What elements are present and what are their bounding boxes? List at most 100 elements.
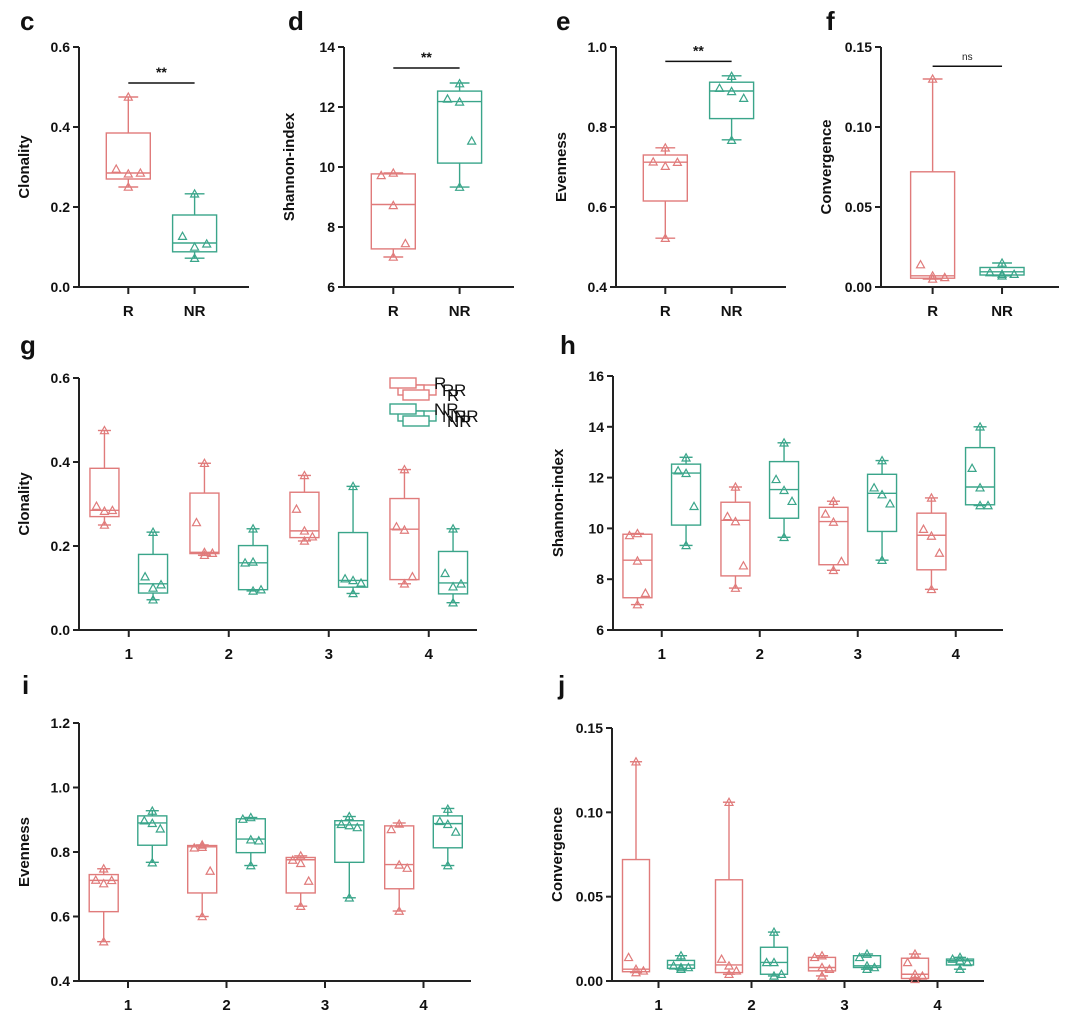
data-point-triangle [148, 594, 159, 604]
box-r-2 [714, 796, 744, 979]
x-tick-label: R [388, 303, 399, 320]
panel-label: e [556, 6, 571, 36]
data-point-triangle [723, 796, 735, 807]
panel-c: 0.0 0.2 0.4 0.6 Clonality R NR ** c [0, 0, 270, 320]
data-point-triangle [348, 481, 359, 491]
box-r-1 [88, 863, 119, 946]
box-nr-2 [235, 812, 267, 870]
data-point-triangle [197, 839, 208, 849]
y-tick-label: 0.4 [588, 279, 608, 295]
box-nr-3 [866, 455, 898, 564]
y-tick-label: 0.8 [588, 119, 608, 135]
y-tick-label: 0.6 [51, 909, 71, 925]
legend-label: NR [447, 412, 472, 431]
y-tick-label: 14 [319, 39, 335, 55]
y-tick-label: 1.2 [51, 715, 71, 731]
y-tick-label: 0.10 [845, 119, 872, 135]
legend-label: NR [434, 400, 459, 419]
data-point-triangle [877, 489, 888, 499]
panel-j: 0.00 0.05 0.10 0.15 Convergence 1 2 3 4 R NR j [389, 374, 1080, 1019]
panel-i: 0.4 0.6 0.8 1.0 1.2 Evenness 1 2 3 4 R NR i [0, 386, 520, 1019]
data-point-triangle [394, 818, 405, 828]
y-axis-label: Convergence [818, 119, 835, 214]
data-point-triangle [731, 965, 742, 975]
data-point-triangle [869, 962, 880, 972]
data-point-triangle [648, 156, 659, 166]
panel-label: d [288, 6, 304, 36]
data-point-triangle [954, 952, 966, 962]
legend-label: NR [442, 407, 467, 426]
data-point-triangle [454, 96, 465, 106]
data-point-triangle [336, 819, 347, 829]
data-point-triangle [675, 963, 687, 973]
data-point-triangle [448, 597, 459, 607]
data-point-triangle [714, 82, 725, 92]
data-point-triangle [722, 511, 733, 521]
data-point-triangle [348, 575, 359, 585]
data-point-triangle [386, 824, 397, 834]
data-point-triangle [997, 270, 1008, 280]
x-tick-label: 3 [854, 646, 862, 663]
data-point-triangle [177, 230, 188, 240]
panel-label: f [826, 6, 835, 36]
data-point-triangle [681, 452, 692, 462]
chart-svg: 6 8 10 12 14 Shannon-index R NR ** [281, 39, 514, 320]
data-point-triangle [926, 584, 937, 594]
data-point-triangle [630, 963, 642, 973]
data-point-triangle [442, 860, 453, 870]
box-r-1 [622, 528, 653, 609]
data-point-triangle [199, 458, 210, 468]
data-point-triangle [99, 519, 110, 529]
data-point-triangle [771, 474, 782, 484]
data-point-triangle [915, 259, 926, 269]
box-iqr [289, 491, 320, 539]
data-point-triangle [877, 554, 888, 564]
x-tick-label: 4 [933, 997, 942, 1014]
y-tick-label: 8 [596, 571, 604, 587]
x-tick-label: NR [721, 303, 743, 320]
y-tick-label: 10 [319, 159, 335, 175]
y-tick-label: 6 [327, 279, 335, 295]
data-point-triangle [768, 970, 780, 980]
data-point-triangle [660, 142, 671, 152]
data-point-triangle [140, 571, 151, 581]
data-point-triangle [632, 599, 643, 609]
data-point-triangle [400, 238, 411, 248]
y-tick-label: 10 [588, 520, 604, 536]
data-point-triangle [909, 969, 921, 979]
data-point-triangle [205, 865, 216, 875]
data-point-triangle [344, 892, 355, 902]
data-point-triangle [967, 462, 978, 473]
y-axis-label: Clonality [16, 472, 33, 536]
data-point-triangle [448, 581, 459, 591]
data-point-triangle [939, 272, 950, 282]
box-iqr [759, 946, 789, 975]
data-point-triangle [340, 573, 351, 583]
significance-label: ** [156, 64, 167, 80]
box-iqr [189, 492, 220, 555]
y-tick-label: 0.4 [51, 119, 71, 135]
data-point-triangle [356, 577, 367, 587]
data-point-triangle [388, 200, 399, 210]
significance-label: ns [962, 52, 973, 63]
box-iqr [186, 844, 218, 894]
box-iqr [370, 173, 417, 250]
box-nr-1 [137, 526, 169, 604]
legend-label: R [434, 374, 446, 393]
data-point-triangle [442, 819, 453, 829]
data-point-triangle [191, 517, 202, 527]
y-tick-label: 1.0 [51, 780, 71, 796]
data-point-triangle [738, 560, 749, 570]
data-point-triangle [730, 582, 741, 592]
chart-svg: 0.0 0.2 0.4 0.6 Clonality R NR ** [16, 39, 249, 320]
data-point-triangle [394, 859, 405, 869]
data-point-triangle [248, 556, 259, 566]
x-tick-label: 2 [756, 646, 764, 663]
box-r-1 [89, 425, 120, 529]
data-point-triangle [237, 813, 248, 823]
data-point-triangle [123, 181, 134, 191]
data-point-triangle [245, 860, 256, 870]
data-point-triangle [344, 820, 355, 830]
box-iqr [389, 497, 420, 581]
box-r-2 [720, 481, 751, 592]
